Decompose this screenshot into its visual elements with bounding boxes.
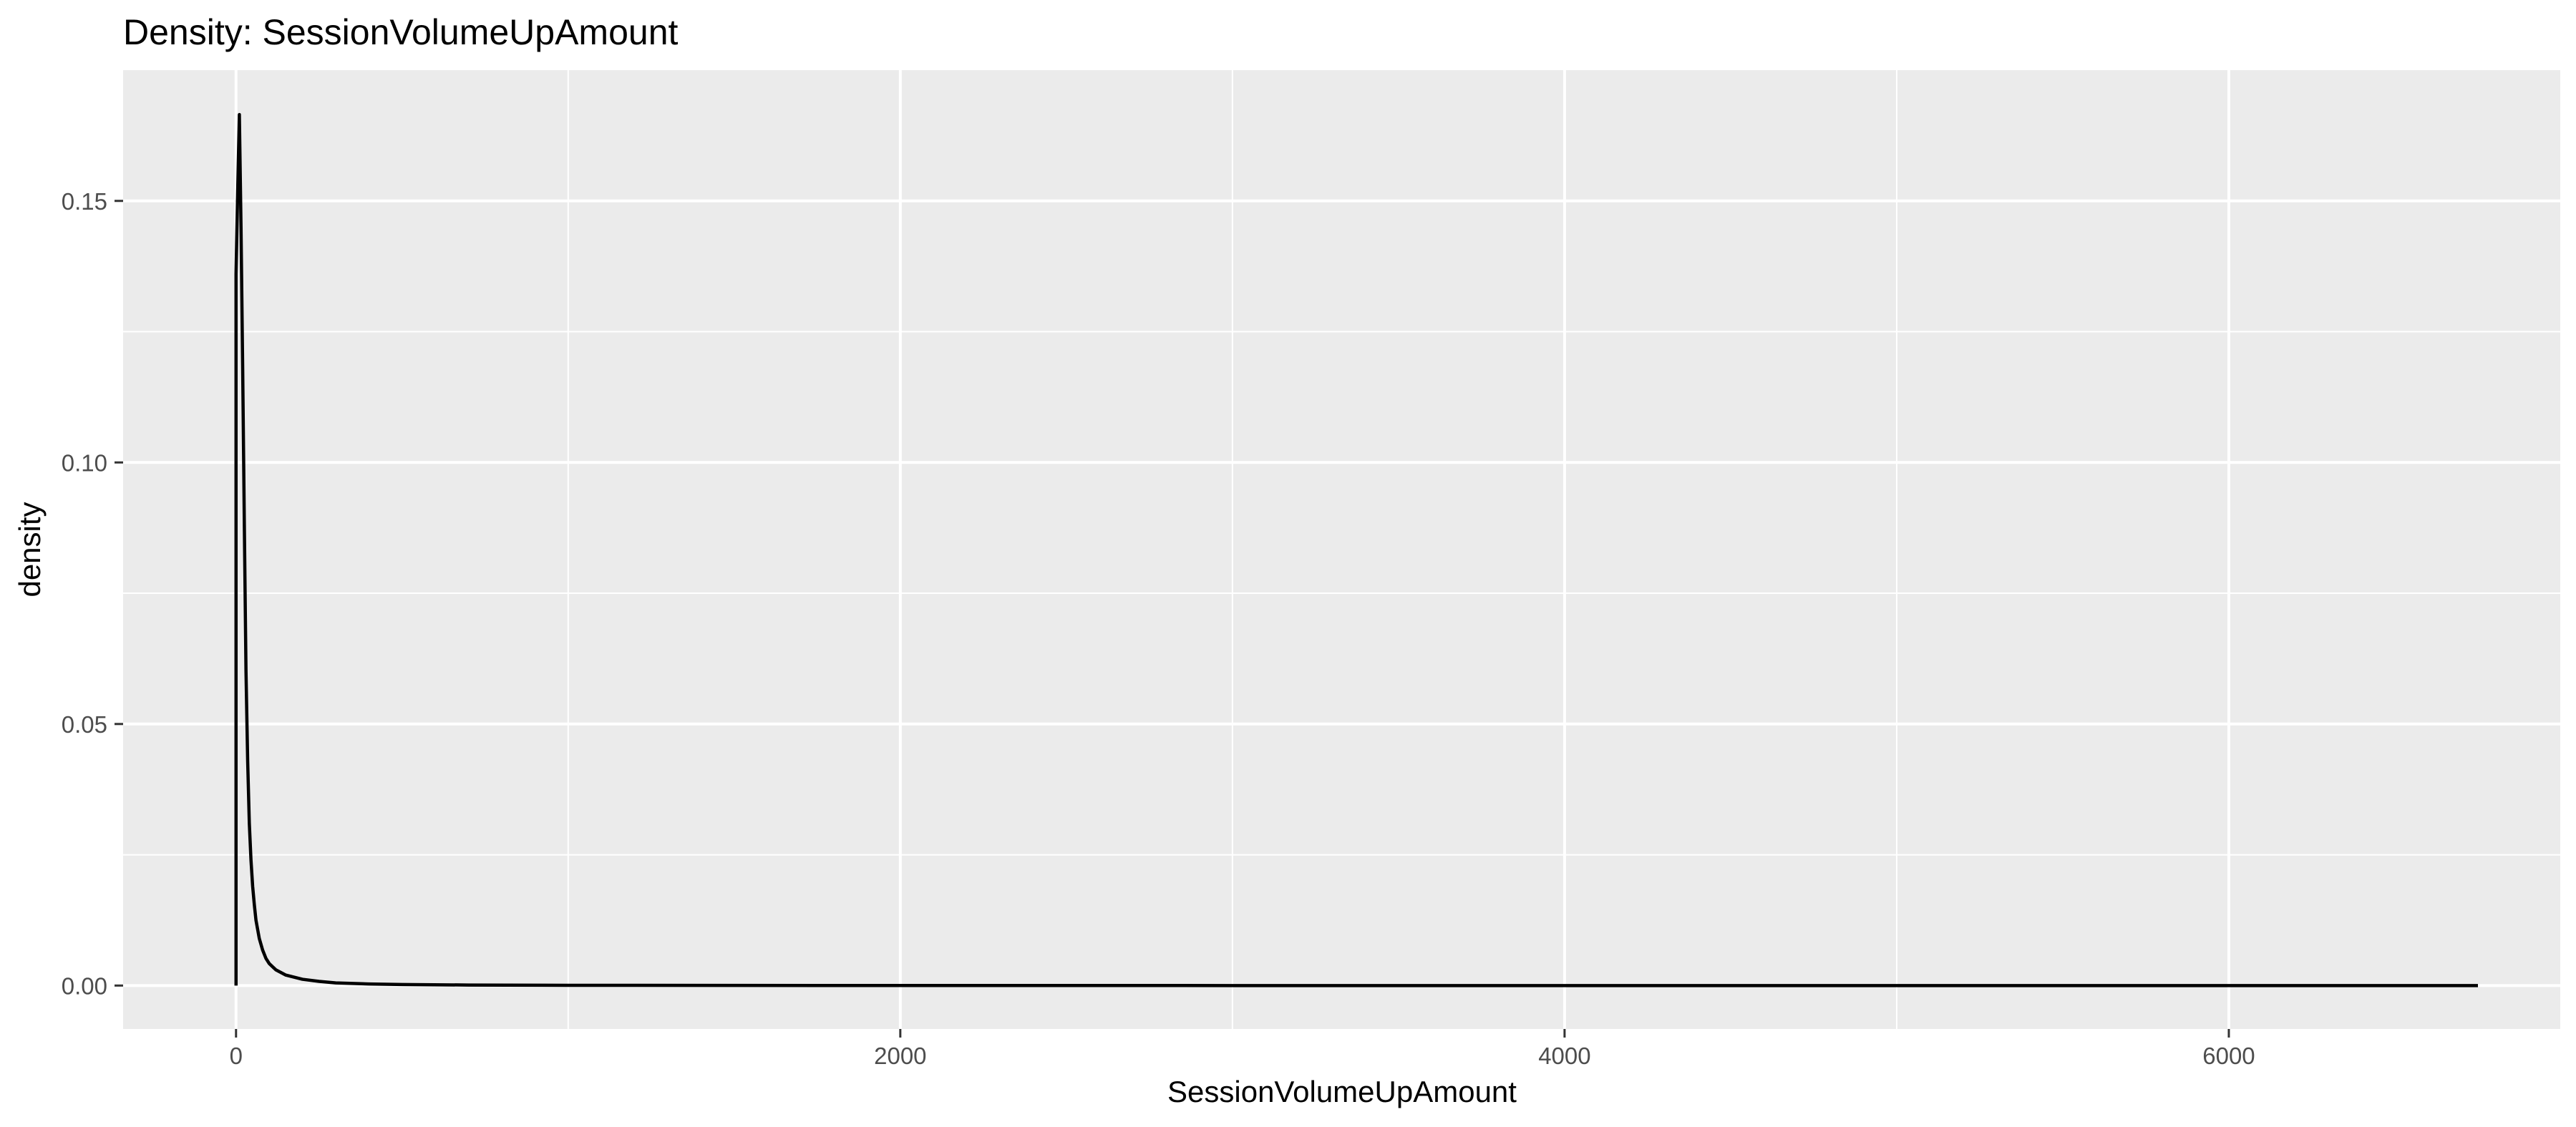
- y-axis: 0.00 0.05 0.10 0.15: [62, 188, 123, 999]
- y-tick-label: 0.10: [62, 449, 107, 476]
- x-axis: 0 2000 4000 6000: [230, 1029, 2255, 1069]
- x-tick-label: 6000: [2202, 1043, 2255, 1069]
- chart-title: Density: SessionVolumeUpAmount: [123, 12, 678, 52]
- y-tick-label: 0.15: [62, 188, 107, 215]
- density-line: [234, 112, 2478, 987]
- x-tick-label: 4000: [1538, 1043, 1590, 1069]
- x-axis-title: SessionVolumeUpAmount: [1167, 1075, 1517, 1108]
- x-tick-label: 2000: [874, 1043, 926, 1069]
- plot-panel: [123, 70, 2561, 1029]
- y-axis-title: density: [13, 502, 47, 597]
- x-tick-label: 0: [230, 1043, 243, 1069]
- y-tick-label: 0.00: [62, 972, 107, 999]
- series-layer: [234, 112, 2478, 987]
- minor-gridlines: [123, 70, 2562, 1029]
- y-tick-label: 0.05: [62, 711, 107, 738]
